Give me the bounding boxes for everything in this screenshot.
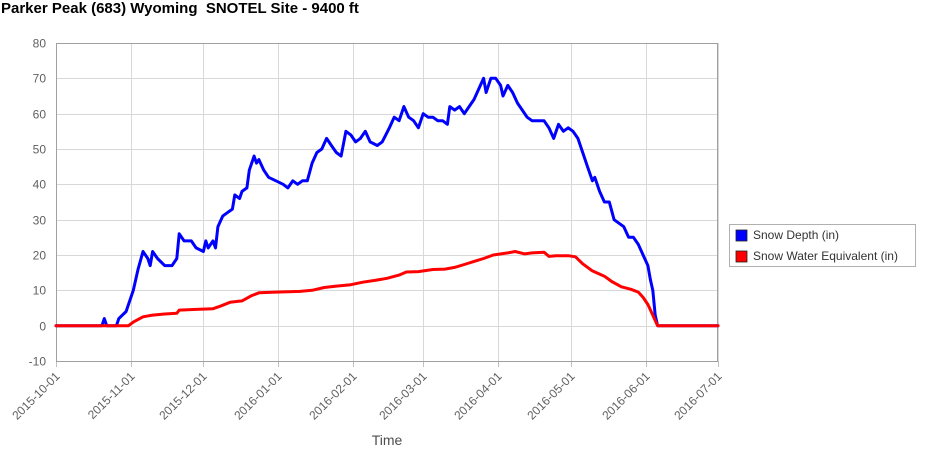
y-tick-label: 20 (33, 249, 47, 263)
x-tick-label: 2015-10-01 (9, 369, 63, 423)
series-line-snow-depth (54, 76, 720, 328)
x-tick-label: 2016-02-01 (306, 369, 360, 423)
y-tick-label: 10 (33, 284, 47, 298)
x-axis-title: Time (372, 432, 403, 448)
x-tick-label: 2016-05-01 (524, 369, 578, 423)
y-tick-label: 0 (39, 320, 46, 334)
legend-label-snow-water-equivalent: Snow Water Equivalent (in) (753, 249, 898, 263)
y-tick-label: 70 (33, 72, 47, 86)
x-tick-label: 2015-12-01 (156, 369, 210, 423)
y-tick-label: -10 (29, 355, 47, 369)
legend-swatch-snow-water-equivalent (735, 250, 748, 263)
y-tick-label: 80 (33, 37, 47, 51)
legend-label-snow-depth: Snow Depth (in) (753, 228, 839, 242)
legend-swatch-snow-depth (735, 229, 748, 242)
y-tick-label: 30 (33, 214, 47, 228)
y-tick-label: 40 (33, 178, 47, 192)
y-tick-label: 60 (33, 108, 47, 122)
chart-title: Parker Peak (683) Wyoming SNOTEL Site - … (1, 0, 359, 17)
y-tick-label: 50 (33, 143, 47, 157)
x-tick-label: 2016-04-01 (451, 369, 505, 423)
series-line-snow-water-equivalent (54, 250, 720, 328)
x-tick-label: 2016-06-01 (599, 369, 653, 423)
x-tick-label: 2016-01-01 (231, 369, 285, 423)
x-tick-label: 2016-07-01 (671, 369, 725, 423)
x-tick-label: 2015-11-01 (85, 369, 138, 422)
legend-box (729, 224, 916, 267)
plot-border (56, 43, 718, 362)
x-tick-label: 2016-03-01 (376, 369, 430, 423)
plot-area (56, 43, 718, 361)
